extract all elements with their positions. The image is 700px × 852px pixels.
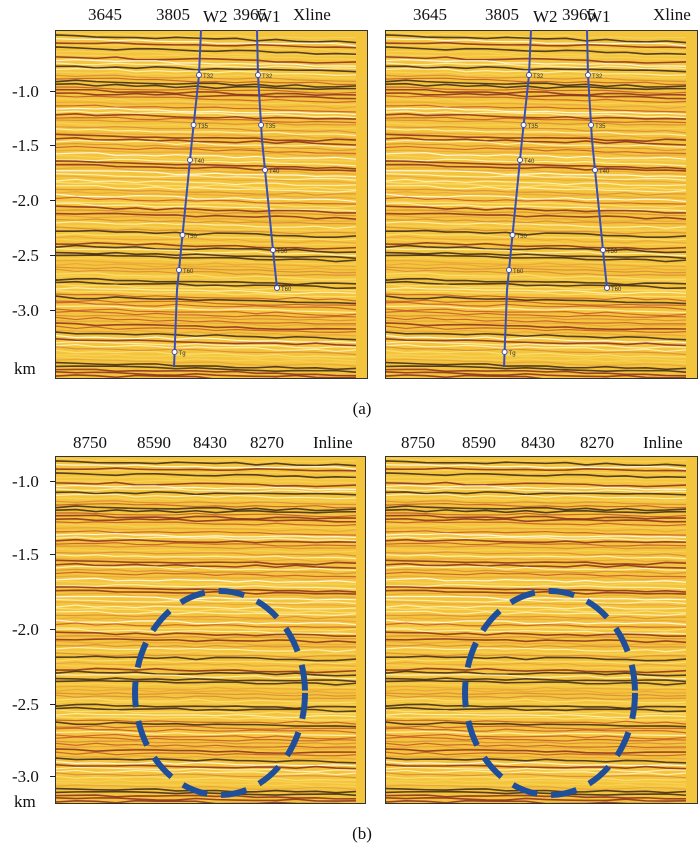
depth-tick-3-0-a: -3.0: [12, 301, 39, 320]
horizon-label: T40: [524, 159, 535, 165]
well-label-w1-right: W1: [586, 7, 611, 26]
xline-axis-label-left: Xline: [293, 5, 331, 24]
depth-tick-1-5-b: -1.5: [12, 545, 39, 564]
seismic-section-b-right: [385, 456, 698, 804]
depth-tick-2-0-a: -2.0: [12, 191, 39, 210]
inline-axis-label-right: Inline: [643, 433, 683, 452]
depth-unit-b: km: [14, 792, 36, 811]
horizon-marker: [171, 349, 178, 355]
horizon-label: T40: [194, 159, 205, 165]
dashed-ellipse: [462, 588, 638, 798]
horizon-label: T35: [265, 124, 276, 130]
horizon-marker: [190, 122, 197, 128]
inline-tick-8270-left: 8270: [250, 433, 284, 452]
xline-tick-3645-left: 3645: [88, 5, 122, 24]
inline-tick-8590-right: 8590: [462, 433, 496, 452]
horizon-marker: [588, 122, 595, 128]
xline-tick-3805-right: 3805: [485, 5, 519, 24]
horizon-marker: [274, 285, 280, 291]
horizon-label: Tg: [179, 351, 186, 357]
horizon-marker: [517, 157, 523, 163]
horizon-marker: [187, 157, 193, 163]
depth-tick-2-0-b: -2.0: [12, 620, 39, 639]
horizon-label: T40: [269, 169, 280, 175]
depth-tick-2-5-a: -2.5: [12, 246, 39, 265]
inline-tick-8750-right: 8750: [401, 433, 435, 452]
horizon-marker: [270, 247, 276, 253]
seismic-image: [386, 31, 697, 378]
xline-tick-3645-right: 3645: [413, 5, 447, 24]
well-tracks-a-right: T32 T35 T40 T50 T60 Tg T32 T35 T40 T50 T60: [501, 30, 622, 368]
horizon-label: T50: [607, 249, 618, 255]
horizon-marker: [526, 72, 532, 78]
horizon-marker: [258, 122, 265, 128]
inline-tick-8430-left: 8430: [193, 433, 227, 452]
horizon-marker: [585, 72, 591, 78]
horizon-label: T60: [611, 287, 622, 293]
horizon-marker: [255, 72, 261, 78]
xline-axis-label-right: Xline: [653, 5, 691, 24]
inline-tick-8270-right: 8270: [580, 433, 614, 452]
anomaly-highlight-right: [462, 588, 638, 798]
caption-b: (b): [352, 824, 372, 843]
horizon-label: T50: [517, 234, 528, 240]
horizon-label: T50: [187, 234, 198, 240]
seismic-section-a-left: [55, 30, 368, 379]
horizon-label: T35: [595, 124, 606, 130]
depth-unit-a: km: [14, 359, 36, 378]
horizon-marker: [592, 167, 598, 173]
seismic-image: [386, 457, 697, 803]
horizon-marker: [176, 267, 182, 273]
inline-axis-label-left: Inline: [313, 433, 353, 452]
depth-tick-1-0-b: -1.0: [12, 472, 39, 491]
horizon-marker: [600, 247, 606, 253]
horizon-label: T60: [183, 269, 194, 275]
inline-tick-8590-left: 8590: [137, 433, 171, 452]
seismic-image: [56, 31, 367, 378]
xline-tick-3965-left: 3965: [233, 5, 267, 24]
xline-tick-3805-left: 3805: [156, 5, 190, 24]
inline-tick-8750-left: 8750: [73, 433, 107, 452]
depth-tick-2-5-b: -2.5: [12, 695, 39, 714]
horizon-label: T35: [198, 124, 209, 130]
depth-tick-1-0-a: -1.0: [12, 82, 39, 101]
well-label-w2-right: W2: [533, 7, 558, 26]
depth-tick-1-5-a: -1.5: [12, 136, 39, 155]
horizon-marker: [506, 267, 512, 273]
horizon-label: T40: [599, 169, 610, 175]
horizon-label: T35: [528, 124, 539, 130]
horizon-label: T60: [281, 287, 292, 293]
horizon-marker: [509, 232, 516, 238]
depth-tick-3-0-b: -3.0: [12, 767, 39, 786]
horizon-label: Tg: [509, 351, 516, 357]
horizon-label: T32: [203, 74, 214, 80]
dashed-ellipse: [132, 588, 308, 798]
caption-a: (a): [352, 399, 372, 418]
inline-tick-8430-right: 8430: [521, 433, 555, 452]
horizon-marker: [501, 349, 508, 355]
xline-tick-3965-right: 3965: [562, 5, 596, 24]
horizon-marker: [604, 285, 610, 291]
horizon-label: T32: [533, 74, 544, 80]
horizon-marker: [196, 72, 202, 78]
horizon-label: T50: [277, 249, 288, 255]
horizon-label: T32: [262, 74, 273, 80]
horizon-label: T60: [513, 269, 524, 275]
horizon-label: T32: [592, 74, 603, 80]
horizon-marker: [520, 122, 527, 128]
well-label-w1-left: W1: [256, 7, 281, 26]
anomaly-highlight-left: [132, 588, 308, 798]
horizon-marker: [262, 167, 268, 173]
well-label-w2-left: W2: [203, 7, 228, 26]
well-tracks-a-left: T32 T35 T40 T50 T60 Tg T32 T35 T40 T50 T60: [171, 30, 292, 368]
horizon-marker: [179, 232, 186, 238]
seismic-section-a-right: [385, 30, 698, 379]
